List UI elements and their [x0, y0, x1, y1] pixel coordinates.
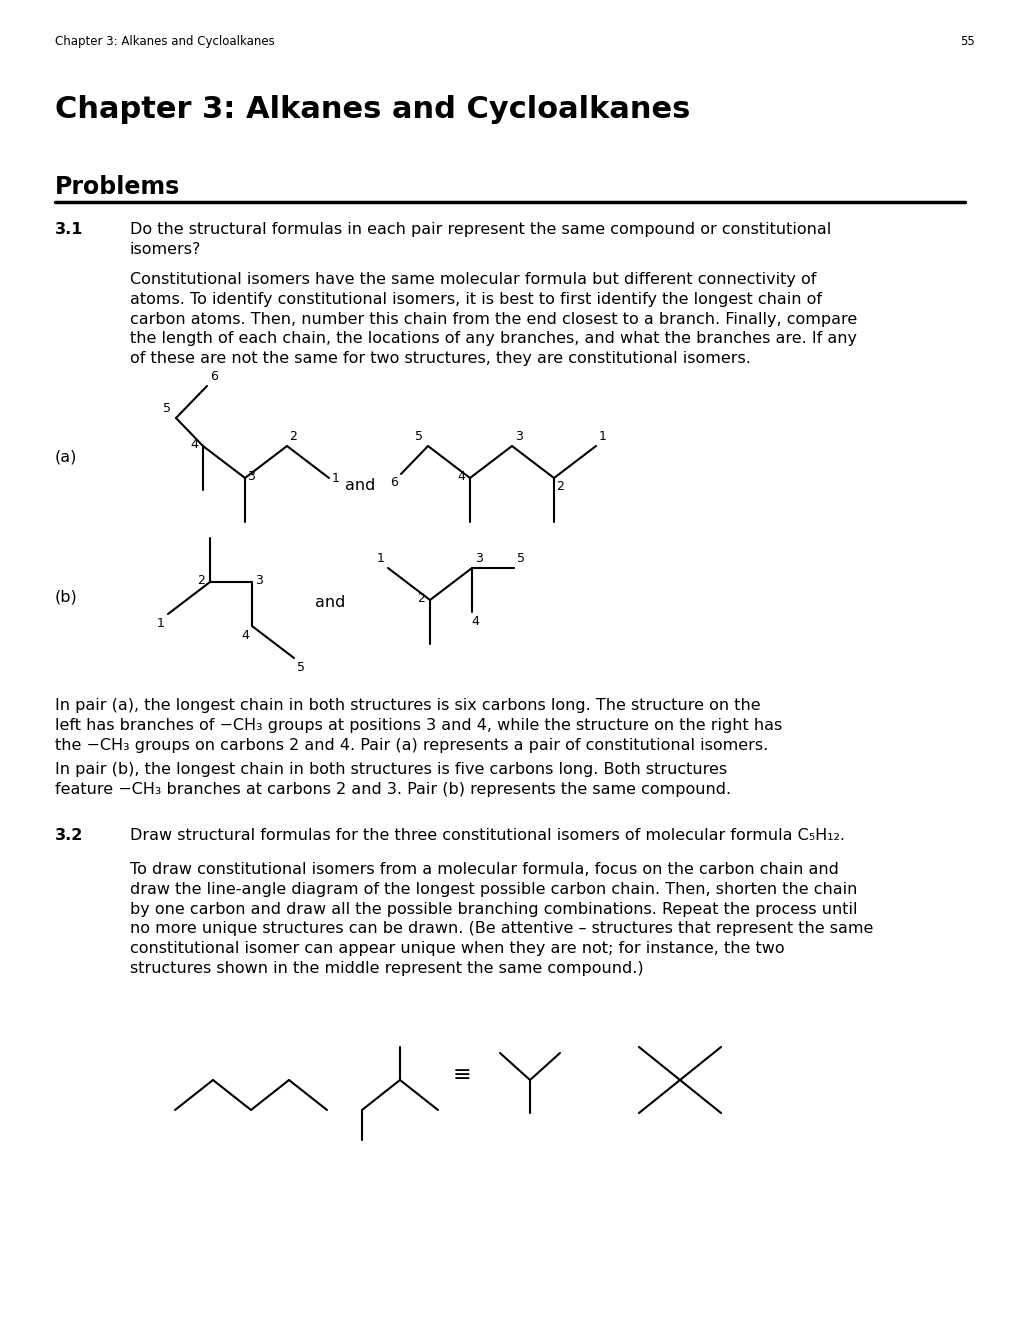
- Text: (a): (a): [55, 450, 77, 465]
- Text: Chapter 3: Alkanes and Cycloalkanes: Chapter 3: Alkanes and Cycloalkanes: [55, 95, 690, 124]
- Text: 6: 6: [210, 370, 218, 383]
- Text: 3.1: 3.1: [55, 222, 84, 238]
- Text: 3: 3: [475, 552, 482, 565]
- Text: and: and: [315, 595, 345, 610]
- Text: Constitutional isomers have the same molecular formula but different connectivit: Constitutional isomers have the same mol…: [129, 272, 856, 366]
- Text: 4: 4: [457, 470, 465, 483]
- Text: 3.2: 3.2: [55, 828, 84, 843]
- Text: (b): (b): [55, 590, 77, 605]
- Text: 2: 2: [555, 480, 564, 492]
- Text: 1: 1: [331, 471, 339, 484]
- Text: To draw constitutional isomers from a molecular formula, focus on the carbon cha: To draw constitutional isomers from a mo…: [129, 862, 872, 975]
- Text: 55: 55: [959, 36, 974, 48]
- Text: 5: 5: [415, 430, 423, 444]
- Text: 6: 6: [389, 477, 397, 488]
- Text: 2: 2: [417, 591, 425, 605]
- Text: 2: 2: [197, 573, 205, 586]
- Text: 3: 3: [515, 430, 523, 444]
- Text: Draw structural formulas for the three constitutional isomers of molecular formu: Draw structural formulas for the three c…: [129, 828, 844, 843]
- Text: 3: 3: [255, 573, 263, 586]
- Text: 2: 2: [288, 430, 297, 444]
- Text: 4: 4: [471, 615, 479, 628]
- Text: Chapter 3: Alkanes and Cycloalkanes: Chapter 3: Alkanes and Cycloalkanes: [55, 36, 274, 48]
- Text: 1: 1: [377, 552, 384, 565]
- Text: 5: 5: [517, 552, 525, 565]
- Text: 4: 4: [240, 630, 249, 642]
- Text: In pair (a), the longest chain in both structures is six carbons long. The struc: In pair (a), the longest chain in both s…: [55, 698, 782, 752]
- Text: 4: 4: [190, 437, 198, 450]
- Text: In pair (b), the longest chain in both structures is five carbons long. Both str: In pair (b), the longest chain in both s…: [55, 762, 731, 797]
- Text: 3: 3: [247, 470, 255, 483]
- Text: Problems: Problems: [55, 176, 180, 199]
- Text: and: and: [344, 478, 375, 492]
- Text: Do the structural formulas in each pair represent the same compound or constitut: Do the structural formulas in each pair …: [129, 222, 830, 257]
- Text: ≡: ≡: [452, 1065, 471, 1085]
- Text: 5: 5: [297, 661, 305, 675]
- Text: 1: 1: [598, 430, 606, 444]
- Text: 1: 1: [157, 616, 165, 630]
- Text: 5: 5: [163, 403, 171, 414]
